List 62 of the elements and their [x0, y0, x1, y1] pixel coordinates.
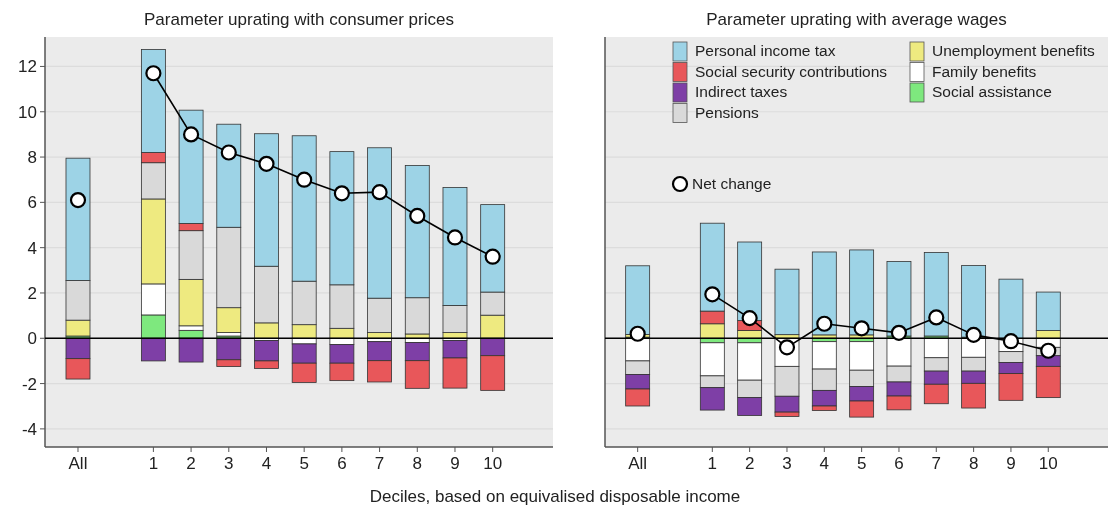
legend-label: Unemployment benefits — [932, 42, 1096, 60]
y-tick-label: 10 — [18, 102, 37, 122]
legend-label: Social security contributions — [695, 62, 888, 80]
point — [446, 229, 464, 246]
legend-label: Net change — [692, 175, 772, 193]
legend-label: Family benefits — [932, 62, 1037, 80]
y-tick-label: 12 — [18, 57, 37, 77]
x-tick-label: All — [68, 454, 88, 473]
y-tick-label: -4 — [21, 419, 37, 439]
bar — [886, 261, 912, 337]
bar — [774, 268, 800, 336]
legend-label: Personal income tax — [695, 42, 836, 60]
point — [1040, 342, 1057, 359]
x-tick-label: 6 — [337, 454, 347, 473]
x-tick-label: 5 — [299, 454, 309, 473]
y-tick-label: 0 — [27, 329, 37, 349]
x-tick-label: 4 — [261, 454, 272, 473]
point — [965, 326, 982, 343]
x-tick-label: 2 — [744, 454, 755, 473]
y-tick-label: 8 — [27, 148, 37, 168]
x-tick-label: All — [628, 454, 648, 473]
y-tick-label: -2 — [21, 374, 37, 394]
y-tick-label: 2 — [27, 283, 37, 303]
point — [409, 207, 426, 225]
x-tick-label: 10 — [1038, 454, 1058, 473]
x-tick-label: 1 — [148, 454, 159, 473]
x-tick-label: 5 — [856, 454, 867, 473]
x-tick-label: 3 — [782, 454, 792, 473]
x-tick-label: 2 — [186, 454, 196, 473]
x-tick-label: 8 — [968, 454, 979, 473]
point — [704, 286, 721, 303]
point — [853, 320, 870, 337]
x-tick-label: 8 — [412, 454, 423, 473]
point — [928, 309, 945, 326]
legend-label: Pensions — [695, 103, 760, 121]
point — [145, 65, 162, 82]
x-tick-label: 9 — [450, 454, 460, 473]
x-tick-label: 7 — [374, 454, 385, 473]
legend-label: Indirect taxes — [695, 83, 788, 101]
x-tick-label: 3 — [224, 454, 234, 473]
point — [182, 126, 200, 143]
point — [741, 310, 758, 327]
point — [220, 144, 237, 161]
point — [371, 184, 388, 201]
y-tick-label: 4 — [27, 238, 37, 258]
point — [333, 185, 350, 202]
chart-title: Parameter uprating with average wages — [706, 10, 1007, 29]
point — [890, 324, 908, 341]
point — [258, 155, 275, 172]
x-tick-label: 1 — [707, 454, 718, 473]
chart-title: Parameter uprating with consumer prices — [144, 10, 454, 29]
point — [484, 248, 501, 265]
x-tick-label: 10 — [483, 454, 503, 473]
x-axis-title: Deciles, based on equivalised disposable income — [369, 487, 741, 506]
x-tick-label: 7 — [931, 454, 942, 473]
point — [296, 171, 313, 188]
legend-label: Social assistance — [932, 83, 1052, 101]
x-tick-label: 4 — [819, 454, 830, 473]
y-tick-label: 6 — [27, 193, 37, 213]
x-tick-label: 6 — [894, 454, 904, 473]
point — [816, 315, 833, 332]
x-tick-label: 9 — [1006, 454, 1016, 473]
